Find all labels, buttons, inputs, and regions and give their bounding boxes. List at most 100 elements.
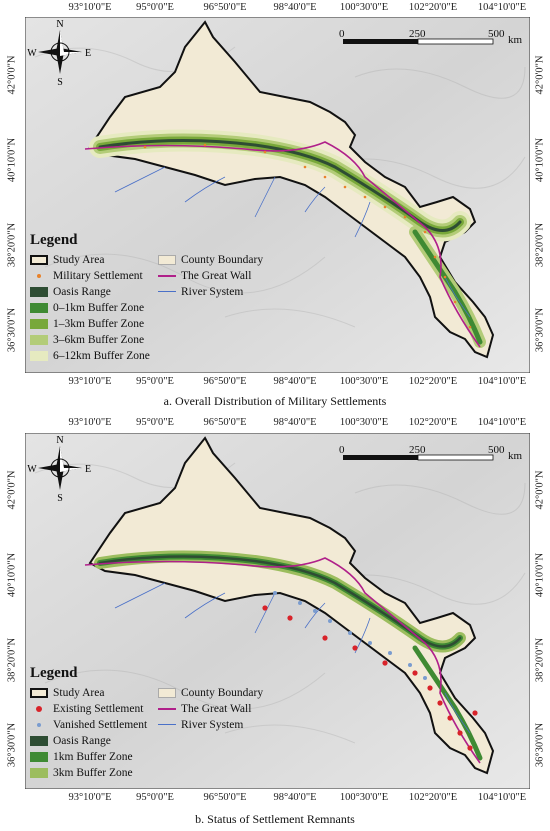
- scale-label-500: 500: [488, 444, 505, 456]
- figure-caption-b: b. Status of Settlement Remnants: [195, 812, 355, 826]
- legend-item-study-area: Study Area: [30, 687, 104, 699]
- map-frame: N S E W: [25, 433, 530, 789]
- pale-green-box-icon: [30, 351, 48, 361]
- legend-label: County Boundary: [181, 254, 264, 266]
- blue-line-icon: [158, 287, 176, 297]
- legend-label: Study Area: [53, 254, 105, 266]
- legend-item-buffer-3-6: 3–6km Buffer Zone: [30, 334, 144, 346]
- x-tick: 93°10'0"E: [68, 2, 112, 13]
- x-tick: 104°10'0"E: [477, 417, 527, 428]
- scale-label-500: 500: [488, 28, 505, 40]
- legend-item-river-system: River System: [158, 286, 243, 298]
- y-tick: 42°0'0"N: [6, 55, 18, 95]
- legend-label: Oasis Range: [53, 286, 111, 298]
- black-outline-box-icon: [30, 255, 48, 265]
- figure-caption-a: a. Overall Distribution of Military Sett…: [163, 394, 387, 408]
- beige-box-icon: [158, 688, 176, 698]
- legend-item-existing-settlement: Existing Settlement: [30, 703, 143, 715]
- x-tick: 96°50'0"E: [203, 2, 247, 13]
- compass-s-label: S: [57, 493, 63, 504]
- x-tick: 95°0'0"E: [136, 792, 174, 803]
- beige-box-icon: [158, 255, 176, 265]
- legend-item-oasis-range: Oasis Range: [30, 286, 111, 298]
- legend-label: River System: [181, 286, 244, 298]
- x-tick: 95°0'0"E: [136, 376, 174, 387]
- legend-title: Legend: [30, 665, 78, 681]
- compass-s-label: S: [57, 77, 63, 88]
- black-outline-box-icon: [30, 688, 48, 698]
- scale-label-0: 0: [339, 444, 345, 456]
- x-tick: 104°10'0"E: [477, 792, 527, 803]
- dark-green-box-icon: [30, 736, 48, 746]
- legend-label: The Great Wall: [181, 703, 252, 715]
- x-tick: 98°40'0"E: [273, 792, 317, 803]
- dark-green-box-icon: [30, 287, 48, 297]
- legend-item-buffer-1km: 1km Buffer Zone: [30, 751, 133, 763]
- scale-unit: km: [508, 450, 523, 462]
- light-green-box-icon: [30, 335, 48, 345]
- legend-item-county-boundary: County Boundary: [158, 254, 263, 266]
- legend-label: 1km Buffer Zone: [53, 751, 133, 763]
- great-wall-line: [84, 557, 481, 764]
- orange-dot-icon: [30, 271, 48, 281]
- x-tick: 104°10'0"E: [477, 376, 527, 387]
- compass-w-label: W: [27, 464, 37, 475]
- blue-line-icon: [158, 720, 176, 730]
- x-tick: 96°50'0"E: [203, 417, 247, 428]
- compass-e-label: E: [85, 464, 91, 475]
- legend-label: River System: [181, 719, 244, 731]
- map-frame: N S E W: [25, 17, 530, 373]
- green-box-icon: [30, 303, 48, 313]
- legend-label: Military Settlement: [53, 270, 143, 282]
- y-tick: 38°20'0"N: [6, 637, 18, 683]
- mid-green-box-icon: [30, 319, 48, 329]
- study-area-boundary: [88, 20, 495, 359]
- legend-label: Study Area: [53, 687, 105, 699]
- legend-label: 3km Buffer Zone: [53, 767, 133, 779]
- x-tick: 100°30'0"E: [339, 792, 389, 803]
- x-tick: 95°0'0"E: [136, 417, 174, 428]
- magenta-line-icon: [158, 704, 176, 714]
- study-area-boundary: [88, 436, 495, 775]
- legend-item-buffer-6-12: 6–12km Buffer Zone: [30, 350, 150, 362]
- y-tick: 42°0'0"N: [534, 470, 546, 510]
- legend-label: The Great Wall: [181, 270, 252, 282]
- legend-item-oasis-range: Oasis Range: [30, 735, 111, 747]
- legend-item-buffer-0-1: 0–1km Buffer Zone: [30, 302, 144, 314]
- x-tick: 98°40'0"E: [273, 417, 317, 428]
- existing-settlements: [262, 605, 478, 751]
- legend-label: Oasis Range: [53, 735, 111, 747]
- legend-item-great-wall: The Great Wall: [158, 703, 251, 715]
- y-tick: 38°20'0"N: [6, 222, 18, 268]
- scale-bar: [343, 454, 494, 461]
- x-tick: 102°20'0"E: [408, 792, 458, 803]
- river-system: [114, 166, 471, 318]
- legend: Legend Study Area County Boundary Milita…: [30, 232, 330, 367]
- compass-w-label: W: [27, 48, 37, 59]
- scale-label-0: 0: [339, 28, 345, 40]
- legend-item-great-wall: The Great Wall: [158, 270, 251, 282]
- red-dot-icon: [30, 704, 48, 714]
- military-settlements: [143, 143, 472, 329]
- x-tick: 93°10'0"E: [68, 376, 112, 387]
- scale-unit: km: [508, 34, 523, 46]
- x-tick: 96°50'0"E: [203, 792, 247, 803]
- legend-item-vanished-settlement: Vanished Settlement: [30, 719, 147, 731]
- compass-e-label: E: [85, 48, 91, 59]
- legend-label: 6–12km Buffer Zone: [53, 350, 150, 362]
- x-tick: 95°0'0"E: [136, 2, 174, 13]
- x-tick: 98°40'0"E: [273, 2, 317, 13]
- legend-item-study-area: Study Area: [30, 254, 104, 266]
- magenta-line-icon: [158, 271, 176, 281]
- x-tick: 100°30'0"E: [339, 2, 389, 13]
- y-tick: 36°30'0"N: [6, 307, 18, 353]
- legend: Legend Study Area County Boundary Existi…: [30, 665, 330, 790]
- x-tick: 102°20'0"E: [408, 2, 458, 13]
- blue-dot-icon: [30, 720, 48, 730]
- y-tick: 38°20'0"N: [534, 637, 546, 683]
- y-tick: 38°20'0"N: [534, 222, 546, 268]
- scale-bar: [343, 38, 494, 45]
- x-tick: 100°30'0"E: [339, 376, 389, 387]
- x-tick: 98°40'0"E: [273, 376, 317, 387]
- legend-label: County Boundary: [181, 687, 264, 699]
